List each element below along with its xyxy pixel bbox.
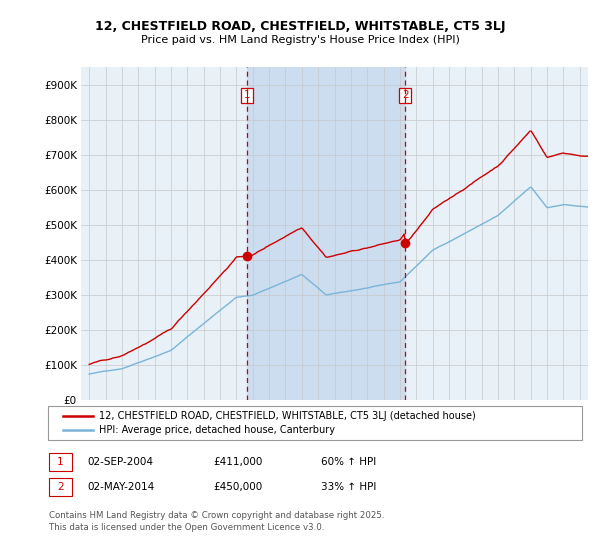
Text: 33% ↑ HPI: 33% ↑ HPI — [321, 482, 376, 492]
Text: £450,000: £450,000 — [213, 482, 262, 492]
Text: 60% ↑ HPI: 60% ↑ HPI — [321, 457, 376, 467]
Text: 2: 2 — [402, 90, 409, 100]
Text: HPI: Average price, detached house, Canterbury: HPI: Average price, detached house, Cant… — [99, 425, 335, 435]
Text: 2: 2 — [57, 482, 64, 492]
Text: 1: 1 — [57, 457, 64, 467]
Text: 12, CHESTFIELD ROAD, CHESTFIELD, WHITSTABLE, CT5 3LJ: 12, CHESTFIELD ROAD, CHESTFIELD, WHITSTA… — [95, 20, 505, 32]
Bar — [247, 67, 406, 400]
Text: Price paid vs. HM Land Registry's House Price Index (HPI): Price paid vs. HM Land Registry's House … — [140, 35, 460, 45]
Text: 02-SEP-2004: 02-SEP-2004 — [87, 457, 153, 467]
Text: 02-MAY-2014: 02-MAY-2014 — [87, 482, 154, 492]
Text: 1: 1 — [244, 90, 251, 100]
Text: £411,000: £411,000 — [213, 457, 262, 467]
Text: Contains HM Land Registry data © Crown copyright and database right 2025.
This d: Contains HM Land Registry data © Crown c… — [49, 511, 385, 531]
Text: 12, CHESTFIELD ROAD, CHESTFIELD, WHITSTABLE, CT5 3LJ (detached house): 12, CHESTFIELD ROAD, CHESTFIELD, WHITSTA… — [99, 410, 476, 421]
